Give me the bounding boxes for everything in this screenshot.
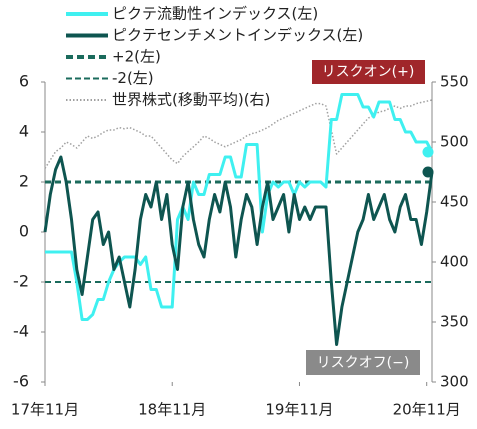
risk-off-label: リスクオフ(−) [317, 355, 410, 371]
y2-tick-label: 400 [440, 253, 469, 271]
x-tick-label: 17年11月 [11, 401, 79, 419]
y2-tick-label: 300 [440, 373, 469, 391]
legend-label: +2(左) [112, 48, 161, 66]
x-tick-label: 18年11月 [138, 401, 206, 419]
legend-label: ピクテ流動性インデックス(左) [112, 5, 318, 23]
y2-tick-label: 500 [440, 133, 469, 151]
y-tick-label: -2 [13, 272, 29, 291]
y-tick-label: -4 [13, 322, 29, 341]
risk-on-box [312, 60, 425, 84]
legend-label: -2(左) [112, 69, 154, 87]
x-tick-label: 20年11月 [393, 401, 461, 419]
risk-on-label: リスクオン(+) [322, 64, 415, 80]
y-tick-label: 6 [19, 72, 29, 91]
y-tick-label: 4 [19, 122, 29, 141]
series-line [44, 99, 433, 169]
y-tick-label: 0 [19, 222, 29, 241]
end-marker [422, 146, 434, 158]
y2-tick-label: 350 [440, 313, 469, 331]
end-marker [422, 166, 434, 178]
legend-label: 世界株式(移動平均)(右) [112, 91, 270, 109]
y2-tick-label: 450 [440, 193, 469, 211]
y-tick-label: 2 [19, 172, 29, 191]
series-line [45, 93, 434, 321]
legend-label: ピクテセンチメントインデックス(左) [112, 26, 363, 44]
y2-tick-label: 550 [440, 73, 469, 91]
x-tick-label: 19年11月 [265, 401, 333, 419]
series-line [43, 155, 434, 346]
y-tick-label: -6 [13, 372, 29, 391]
risk-off-box [306, 350, 420, 375]
